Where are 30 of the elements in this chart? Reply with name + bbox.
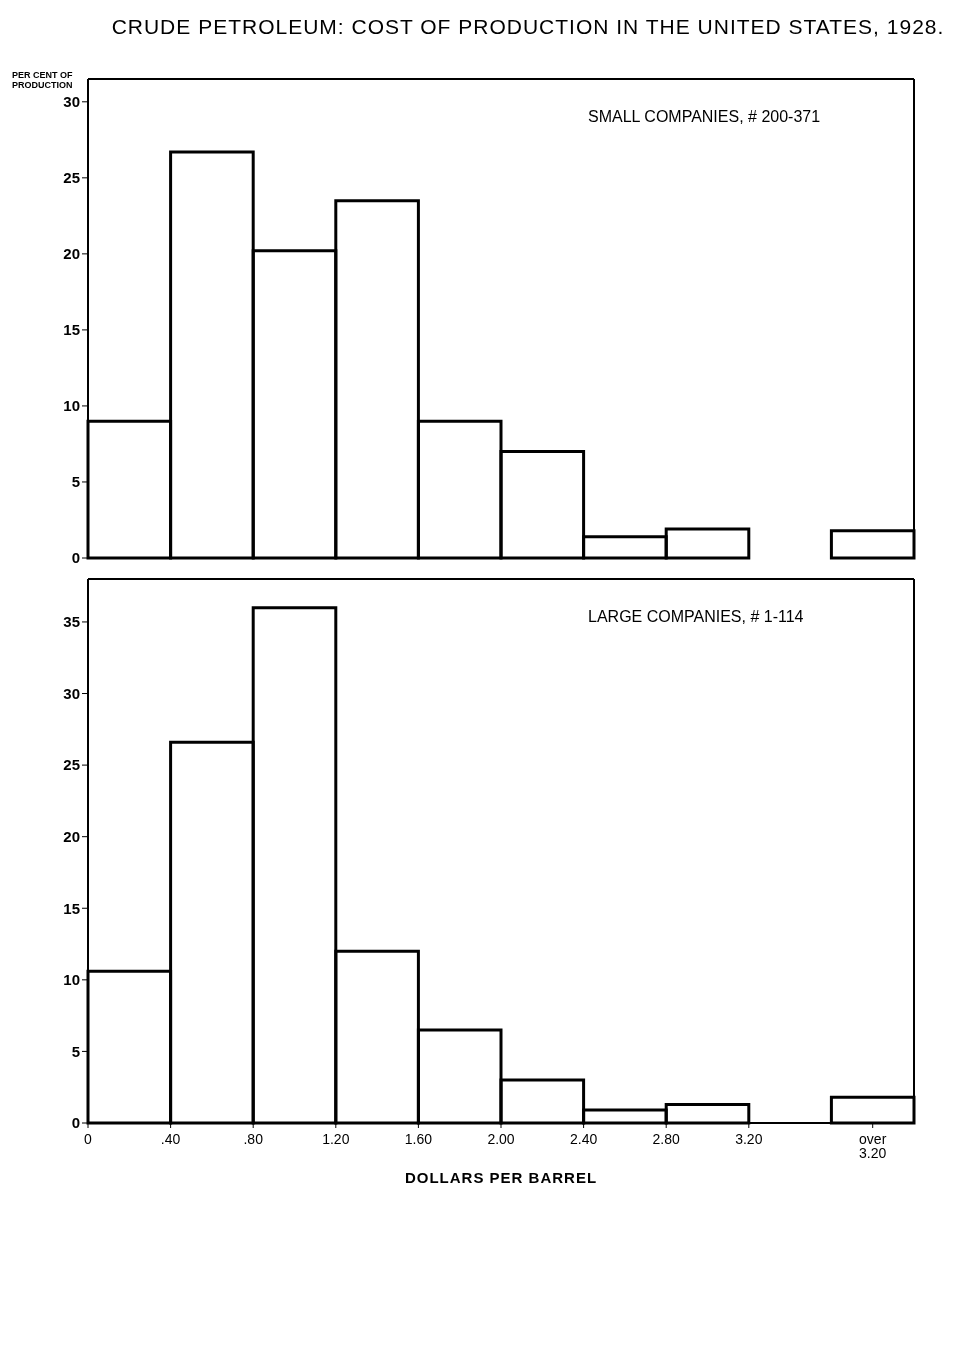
x-tick-label: 2.00 — [487, 1131, 515, 1147]
x-tick-label: over 3.20 — [859, 1131, 887, 1161]
y-tick-label: 30 — [63, 684, 80, 702]
y-tick-label: 20 — [63, 828, 80, 846]
x-tick-label: 3.20 — [735, 1131, 763, 1147]
x-tick-label: .40 — [160, 1131, 181, 1147]
y-tick-label: 30 — [63, 93, 80, 111]
chart-title: CRUDE PETROLEUM: COST OF PRODUCTION IN THE UNITED STATES, 1928. — [110, 15, 946, 38]
x-tick-label: 2.80 — [652, 1131, 681, 1147]
y-tick-label: 20 — [63, 245, 80, 263]
y-tick-label: 25 — [63, 756, 80, 774]
x-tick-label: 1.60 — [404, 1131, 433, 1147]
y-tick-label: 0 — [71, 549, 80, 567]
x-tick-label: .80 — [243, 1131, 264, 1147]
x-tick-label: 1.20 — [322, 1131, 350, 1147]
x-axis-title: DOLLARS PER BARREL — [403, 1169, 599, 1186]
y-tick-label: 15 — [63, 321, 80, 339]
y-tick-label: 10 — [63, 971, 80, 989]
x-tick-label: 2.40 — [569, 1131, 598, 1147]
y-tick-label: 10 — [63, 397, 80, 415]
annotation: SMALL COMPANIES, # 200-371 — [588, 108, 821, 126]
y-tick-label: 15 — [63, 899, 80, 917]
y-tick-label: 0 — [71, 1114, 80, 1132]
y-tick-label: 5 — [71, 1042, 80, 1060]
annotation: LARGE COMPANIES, # 1-114 — [588, 608, 804, 626]
y-tick-label: 35 — [63, 613, 80, 631]
y-axis-title: PER CENT OF PRODUCTION — [12, 70, 74, 90]
y-tick-label: 5 — [71, 473, 80, 491]
x-tick-label: 0 — [84, 1131, 93, 1147]
y-tick-label: 25 — [63, 169, 80, 187]
